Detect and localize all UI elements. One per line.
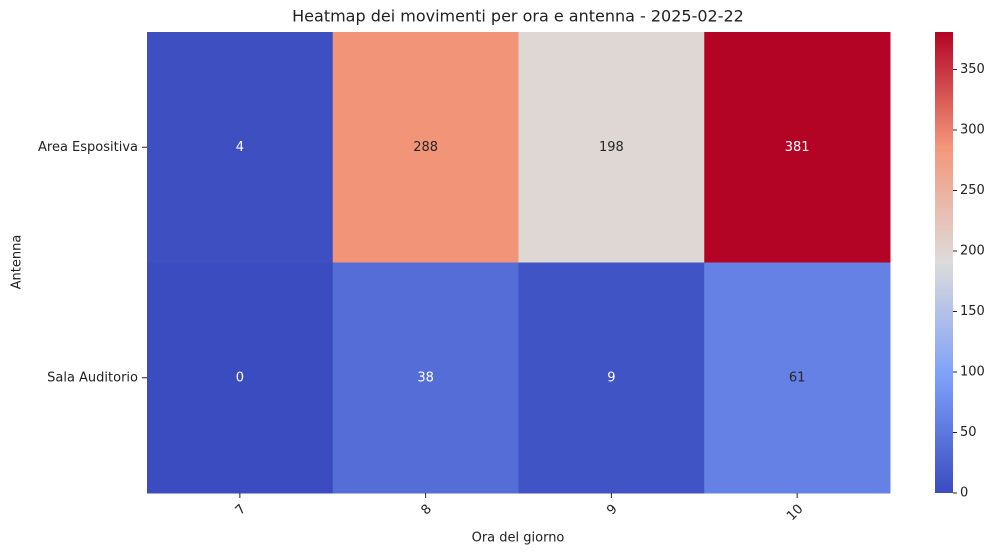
x-tick-label: 9 xyxy=(604,502,620,518)
chart-title: Heatmap dei movimenti per ora e antenna … xyxy=(292,7,744,26)
heatmap-cell xyxy=(147,32,334,263)
colorbar-tick-label: 300 xyxy=(960,123,985,138)
cell-label: 61 xyxy=(789,370,806,385)
colorbar-tick-label: 350 xyxy=(960,62,985,77)
heatmap-cell xyxy=(332,32,519,263)
x-tick-label: 8 xyxy=(418,502,434,518)
colorbar xyxy=(935,32,953,493)
x-tick-label: 7 xyxy=(233,502,249,518)
colorbar-tick-label: 100 xyxy=(960,365,985,380)
colorbar-tick-label: 200 xyxy=(960,244,985,259)
cell-label: 38 xyxy=(417,370,434,385)
cell-label: 9 xyxy=(607,370,615,385)
cell-label: 0 xyxy=(236,370,244,385)
heatmap-cell xyxy=(518,32,705,263)
cell-label: 198 xyxy=(599,140,624,155)
heatmap-cell xyxy=(704,32,891,263)
colorbar-tick-label: 250 xyxy=(960,183,985,198)
heatmap-cell xyxy=(704,262,891,494)
y-axis-label: Antenna xyxy=(10,235,25,290)
colorbar-tick-label: 50 xyxy=(960,425,977,440)
x-tick-label: 10 xyxy=(784,502,806,524)
colorbar-tick-label: 0 xyxy=(960,486,968,501)
x-axis-label: Ora del giorno xyxy=(472,531,565,546)
cell-label: 288 xyxy=(413,140,438,155)
y-tick-label: Area Espositiva xyxy=(38,140,138,155)
heatmap-cell xyxy=(147,262,334,494)
y-tick-label: Sala Auditorio xyxy=(47,370,138,385)
heatmap-cell xyxy=(518,262,705,494)
colorbar-tick-label: 150 xyxy=(960,304,985,319)
cell-label: 4 xyxy=(236,140,244,155)
heatmap-cell xyxy=(332,262,519,494)
cell-label: 381 xyxy=(785,140,810,155)
